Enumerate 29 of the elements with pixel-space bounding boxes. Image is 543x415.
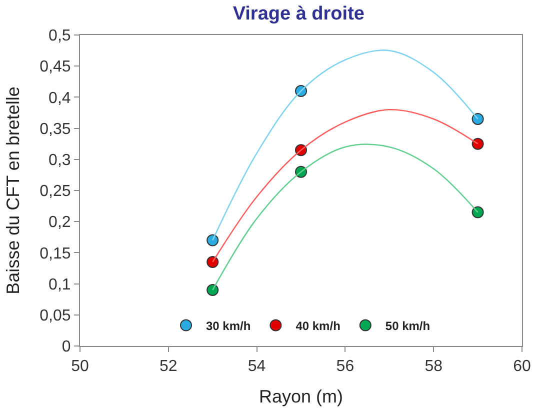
x-tick-label: 54 — [248, 358, 266, 376]
x-tick-label: 58 — [424, 358, 443, 376]
point — [206, 234, 219, 246]
point — [472, 206, 484, 218]
x-tick-label: 56 — [336, 358, 354, 376]
legend-label: 30 km/h — [206, 318, 251, 333]
y-tick-label: 0,35 — [40, 120, 71, 138]
y-tick-label: 0,45 — [40, 58, 71, 76]
y-tick-label: 0,5 — [48, 28, 71, 45]
x-tick-label: 60 — [513, 358, 531, 376]
point — [206, 284, 219, 296]
y-tick-label: 0,15 — [40, 245, 71, 262]
x-tick-label: 50 — [71, 358, 89, 376]
y-tick-label: 0,2 — [48, 214, 71, 232]
y-axis-title: Baisse du CFT en bretelle — [2, 86, 23, 294]
legend-label: 40 km/h — [296, 318, 340, 333]
y-tick-label: 0,25 — [40, 183, 71, 200]
legend-label: 50 km/h — [385, 318, 430, 333]
point — [472, 112, 484, 125]
y-tick-label: 0,1 — [48, 276, 71, 294]
x-axis-title: Rayon (m) — [258, 386, 344, 406]
point — [472, 138, 484, 150]
point — [206, 256, 219, 268]
y-tick-label: 0,05 — [40, 308, 71, 324]
y-tick-label: 0,3 — [48, 152, 71, 169]
chart-title: Virage à droite — [232, 4, 364, 25]
x-tick-label: 52 — [160, 358, 178, 376]
y-tick-label: 0,4 — [48, 90, 71, 107]
y-tick-label: 0 — [62, 338, 71, 356]
